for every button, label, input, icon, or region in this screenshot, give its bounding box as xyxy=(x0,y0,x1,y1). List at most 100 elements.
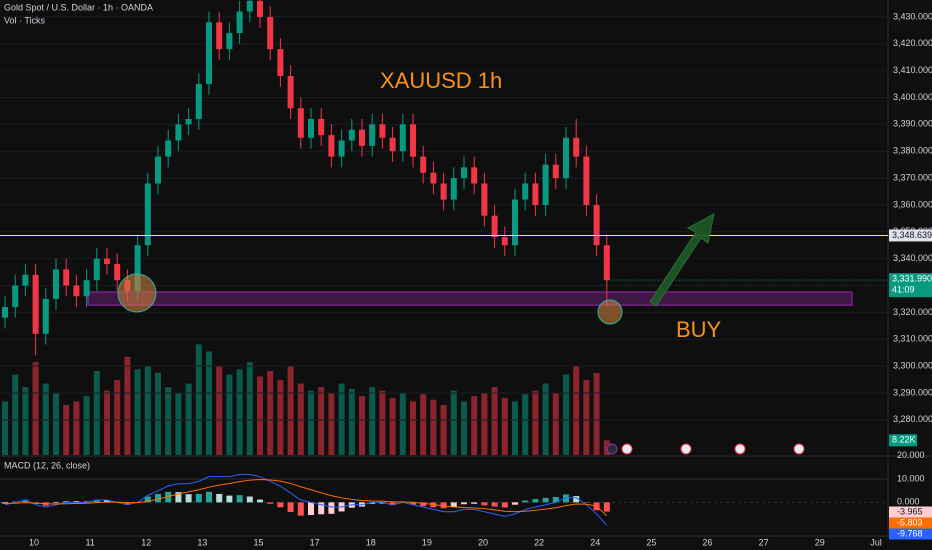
x-tick-label: 15 xyxy=(254,537,264,547)
volume-tag-label: 8.22K xyxy=(892,435,916,445)
candle-body xyxy=(603,245,610,281)
macd-histogram-bar xyxy=(552,497,559,503)
macd-histogram-bar xyxy=(308,502,314,515)
macd-histogram-bar xyxy=(277,502,284,508)
macd-histogram-bar xyxy=(63,500,70,503)
volume-bar xyxy=(12,374,19,455)
macd-histogram-bar xyxy=(185,494,192,503)
macd-tag xyxy=(889,517,932,529)
macd-histogram-bar xyxy=(573,496,580,503)
macd-histogram-bar xyxy=(257,499,263,503)
axes-layer: 3,280.000 3,290.000 3,300.000 3,310.000 3,32… xyxy=(29,11,932,547)
macd-histogram-bar xyxy=(501,502,508,508)
volume-bar xyxy=(430,399,437,455)
support-zone xyxy=(87,291,853,306)
volume-bar xyxy=(501,397,508,455)
candle-body xyxy=(318,118,325,136)
x-tick-label: 12 xyxy=(141,537,151,547)
volume-bar xyxy=(491,387,498,455)
candle-body xyxy=(461,167,467,179)
volume-bar xyxy=(328,392,335,455)
candle-body xyxy=(501,237,508,246)
volume-bar xyxy=(389,397,396,455)
y-tick-label: 3,280.000 xyxy=(893,414,932,424)
macd-tick-label: 20.000 xyxy=(897,450,925,460)
y-tick-label: 3,420.000 xyxy=(893,38,932,48)
volume-bar xyxy=(552,392,559,455)
x-tick-label: 13 xyxy=(197,537,207,547)
candle-body xyxy=(522,183,529,200)
volume-bar xyxy=(155,372,161,455)
candle-body xyxy=(359,129,365,146)
volume-bar xyxy=(542,383,549,455)
volume-bar xyxy=(32,362,39,455)
volume-bar xyxy=(369,387,376,455)
macd-histogram-bar xyxy=(246,496,253,503)
highlight-circle xyxy=(597,299,623,325)
candle-body xyxy=(32,274,39,334)
candle-body xyxy=(410,124,416,157)
macd-histogram-bar xyxy=(73,501,80,503)
event-icon xyxy=(606,443,618,455)
macd-histogram-bar xyxy=(93,499,100,503)
volume-bar xyxy=(410,401,416,455)
candle-body xyxy=(93,258,100,281)
candle-body xyxy=(532,183,539,205)
volume-layer xyxy=(2,344,610,455)
y-tick-label: 3,310.000 xyxy=(893,334,932,344)
macd-histogram-bar xyxy=(2,502,8,504)
volume-bar xyxy=(83,396,90,455)
volume-bar xyxy=(593,372,600,455)
macd-histogram-bar xyxy=(195,493,202,503)
x-tick-label: 17 xyxy=(310,537,320,547)
macd-histogram-bar xyxy=(410,502,416,505)
highlight-circle xyxy=(117,273,157,313)
volume-bar xyxy=(471,396,478,455)
volume-bar xyxy=(318,387,325,455)
volume-bar xyxy=(532,390,539,455)
macd-histogram-bar xyxy=(226,495,233,503)
candle-body xyxy=(389,137,396,152)
volume-bar xyxy=(73,401,80,455)
candle-body xyxy=(246,0,253,12)
volume-bar xyxy=(583,380,590,455)
volume-bar xyxy=(257,376,263,455)
event-icons xyxy=(606,443,805,455)
y-tick-label: 3,380.000 xyxy=(893,146,932,156)
candle-body xyxy=(369,124,376,146)
volume-bar xyxy=(53,392,59,455)
macd-histogram-bar xyxy=(522,500,529,503)
macd-tag-label: -9.768 xyxy=(897,528,923,538)
macd-histogram-bar xyxy=(369,502,376,504)
volume-bar xyxy=(563,374,569,455)
macd-histogram-bar xyxy=(144,496,151,503)
macd-histogram-bar xyxy=(287,502,294,512)
x-tick-label: 26 xyxy=(703,537,713,547)
macd-histogram-bar xyxy=(512,502,518,505)
macd-tag-label: -5.803 xyxy=(897,517,923,527)
candle-body xyxy=(563,137,569,179)
y-tick-label: 3,340.000 xyxy=(893,253,932,263)
candle-body xyxy=(22,274,29,286)
volume-bar xyxy=(63,405,70,455)
chart-title: Gold Spot / U.S. Dollar · 1h · OANDA xyxy=(4,2,153,12)
candle-body xyxy=(206,22,212,85)
volume-tag xyxy=(889,434,917,447)
volume-bar xyxy=(359,396,365,455)
candle-body xyxy=(338,140,345,157)
x-tick-label: 11 xyxy=(85,537,94,547)
hline-tag xyxy=(889,229,932,242)
candle-body xyxy=(552,164,559,179)
candle-body xyxy=(257,0,263,17)
x-tick-label: Jul xyxy=(870,537,882,547)
y-tick-label: 3,400.000 xyxy=(893,92,932,102)
candle-body xyxy=(144,183,151,246)
arrow xyxy=(649,213,715,307)
candle-body xyxy=(165,140,172,157)
volume-bar xyxy=(185,383,192,455)
x-tick-label: 19 xyxy=(422,537,432,547)
macd-histogram-bar xyxy=(563,494,569,503)
countdown: 41:09 xyxy=(892,285,915,295)
volume-bar xyxy=(277,380,284,455)
